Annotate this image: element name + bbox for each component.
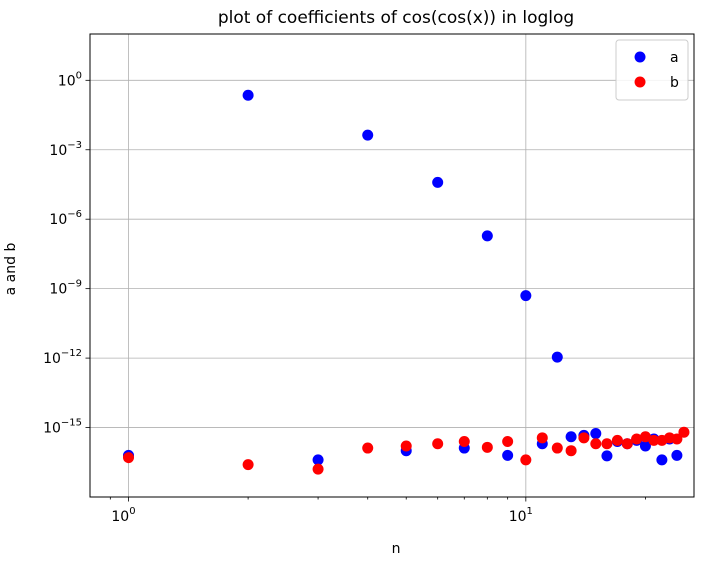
data-point-b: [123, 452, 135, 464]
data-point-b: [312, 463, 324, 475]
y-tick-label: 10−6: [49, 209, 82, 228]
data-point-b: [458, 435, 470, 447]
data-point-a: [671, 449, 683, 461]
tick-label-exponent: −6: [67, 209, 82, 220]
data-points: [123, 89, 690, 475]
data-point-a: [551, 351, 563, 363]
tick-label-base: 10: [509, 509, 527, 525]
data-point-a: [656, 454, 668, 466]
data-point-b: [481, 441, 493, 453]
y-tick-label: 10−9: [49, 279, 82, 298]
data-point-a: [590, 428, 602, 440]
data-point-b: [565, 445, 577, 457]
tick-label-exponent: −9: [67, 279, 82, 290]
plot-frame: [89, 33, 695, 498]
legend-box: [615, 39, 689, 101]
tick-label-exponent: −3: [67, 140, 82, 151]
x-tick-label: 100: [111, 506, 135, 525]
data-point-b: [611, 434, 623, 446]
tick-label-base: 10: [43, 421, 61, 437]
data-point-a: [502, 449, 514, 461]
data-point-a: [481, 230, 493, 242]
grid: [90, 34, 694, 497]
data-point-b: [551, 442, 563, 454]
data-point-b: [648, 434, 660, 446]
x-tick-label: 101: [509, 506, 533, 525]
data-point-a: [639, 440, 651, 452]
legend-label-b: b: [670, 75, 679, 91]
tick-label-exponent: −15: [61, 418, 82, 429]
series-a: [123, 89, 683, 466]
y-tick-label: 10−12: [43, 348, 82, 367]
y-axis-label: a and b: [3, 243, 19, 296]
data-point-b: [520, 454, 532, 466]
legend-label-a: a: [670, 50, 679, 66]
tick-label-base: 10: [58, 73, 76, 89]
data-point-b: [601, 438, 613, 450]
data-point-b: [621, 438, 633, 450]
data-point-b: [536, 432, 548, 444]
data-point-b: [590, 438, 602, 450]
data-point-b: [631, 433, 643, 445]
legend-marker-b: [634, 76, 646, 88]
data-point-b: [362, 442, 374, 454]
tick-label-base: 10: [49, 212, 67, 228]
data-point-a: [601, 450, 613, 462]
legend-marker-a: [634, 51, 646, 63]
data-point-b: [502, 435, 514, 447]
data-point-b: [671, 433, 683, 445]
tick-label-base: 10: [43, 351, 61, 367]
data-point-b: [678, 426, 690, 438]
tick-label-base: 10: [49, 143, 67, 159]
tick-label-base: 10: [111, 509, 129, 525]
tick-label-exponent: −12: [61, 348, 82, 359]
tick-label-exponent: 0: [76, 70, 82, 81]
y-tick-label: 10−15: [43, 418, 82, 437]
chart-title: plot of coefficients of cos(cos(x)) in l…: [218, 8, 574, 28]
data-point-b: [578, 432, 590, 444]
tick-label-exponent: 1: [527, 506, 533, 517]
tick-label-base: 10: [49, 282, 67, 298]
data-point-a: [432, 176, 444, 188]
data-point-b: [432, 438, 444, 450]
data-point-a: [565, 431, 577, 443]
y-tick-label: 100: [58, 70, 82, 89]
data-point-a: [362, 129, 374, 141]
x-axis-label: n: [392, 541, 401, 557]
y-tick-label: 10−3: [49, 140, 82, 159]
data-point-a: [312, 454, 324, 466]
tick-label-exponent: 0: [129, 506, 135, 517]
data-point-a: [520, 290, 532, 302]
series-b: [123, 426, 690, 475]
data-point-a: [242, 89, 254, 101]
data-point-b: [400, 440, 412, 452]
legend: ab: [615, 39, 689, 101]
data-point-b: [639, 431, 651, 443]
data-point-b: [242, 459, 254, 471]
